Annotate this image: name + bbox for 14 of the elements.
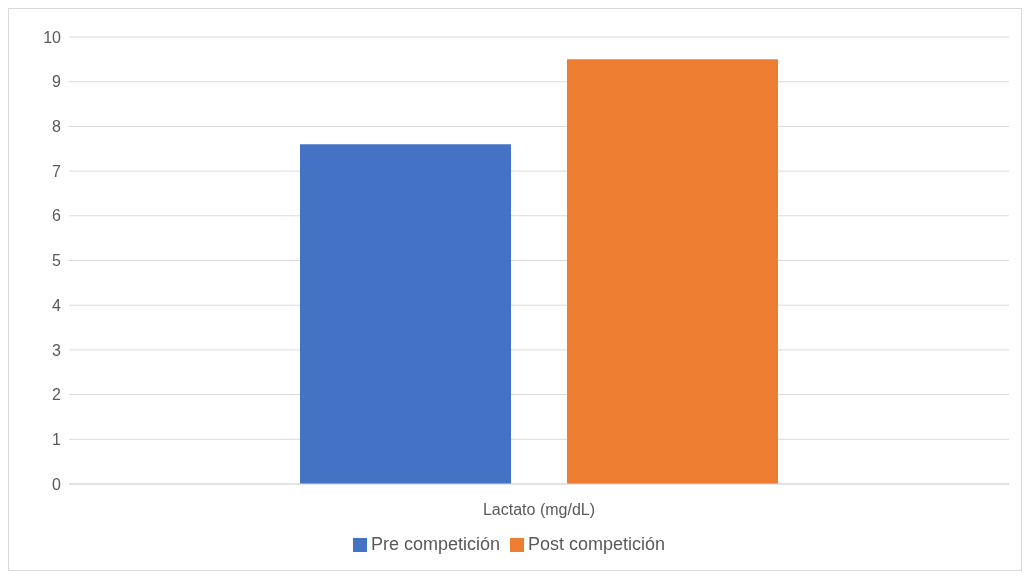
x-tick-label: Lactato (mg/dL) xyxy=(482,501,596,519)
y-tick-label: 7 xyxy=(52,162,62,180)
y-tick-label: 6 xyxy=(52,207,62,225)
y-tick-label: 9 xyxy=(52,73,62,91)
legend-label: Post competición xyxy=(527,534,666,554)
y-tick-label: 1 xyxy=(52,430,62,448)
legend-label: Pre competición xyxy=(370,534,500,554)
y-tick-label: 2 xyxy=(52,386,62,404)
y-tick-label: 5 xyxy=(52,252,62,270)
y-tick-label: 0 xyxy=(52,475,62,493)
y-tick-label: 3 xyxy=(52,341,62,359)
y-tick-label: 8 xyxy=(52,118,62,136)
y-tick-label: 10 xyxy=(43,28,62,46)
y-tick-label: 4 xyxy=(52,296,62,314)
